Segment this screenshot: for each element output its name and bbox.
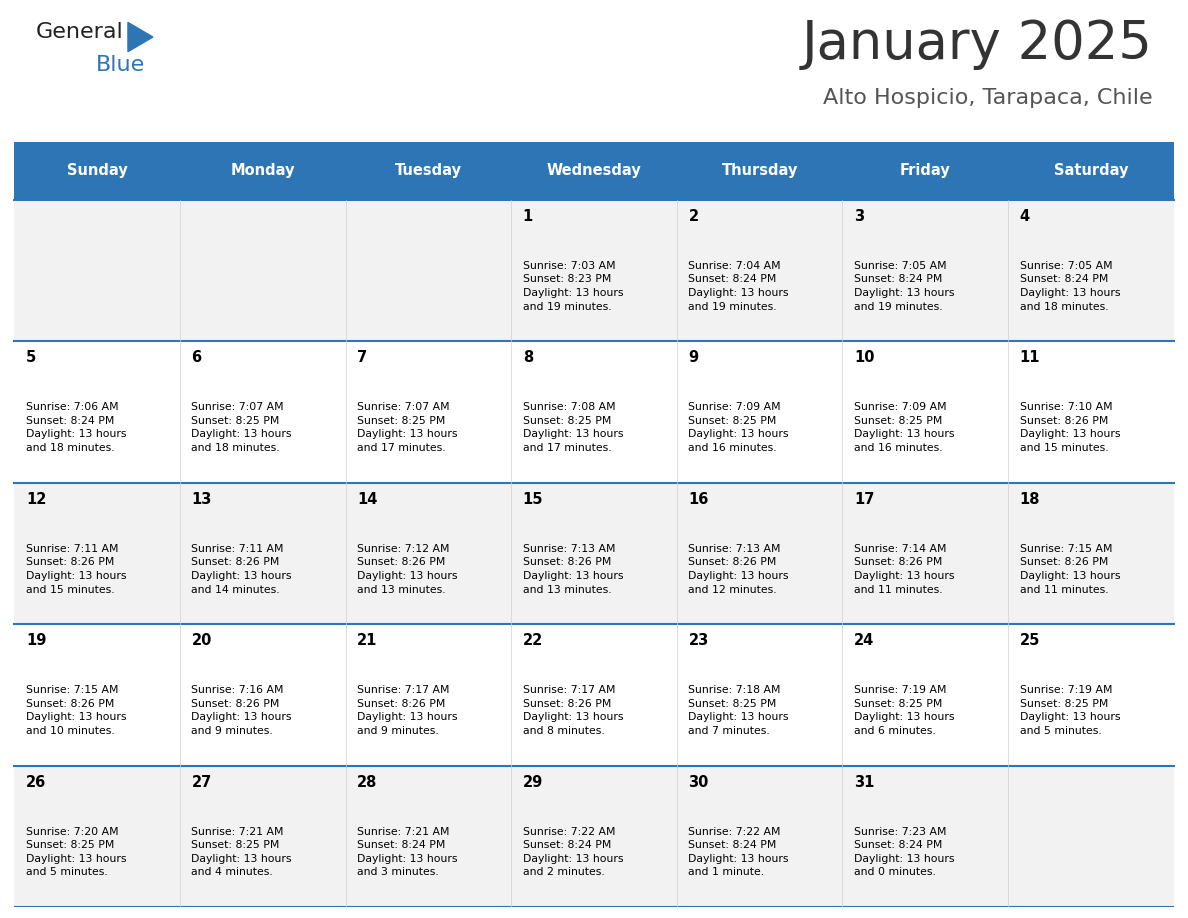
Text: 21: 21 (358, 633, 378, 648)
Polygon shape (128, 22, 153, 51)
Text: 20: 20 (191, 633, 211, 648)
Bar (14, 624, 1174, 766)
Bar (14, 483, 1174, 624)
Bar (346, 142, 511, 199)
Text: 4: 4 (1019, 208, 1030, 224)
Text: Sunrise: 7:19 AM
Sunset: 8:25 PM
Daylight: 13 hours
and 6 minutes.: Sunrise: 7:19 AM Sunset: 8:25 PM Dayligh… (854, 685, 954, 736)
Text: 18: 18 (1019, 492, 1041, 507)
Text: Sunrise: 7:05 AM
Sunset: 8:24 PM
Daylight: 13 hours
and 19 minutes.: Sunrise: 7:05 AM Sunset: 8:24 PM Dayligh… (854, 261, 954, 311)
Text: 7: 7 (358, 351, 367, 365)
Text: Sunrise: 7:15 AM
Sunset: 8:26 PM
Daylight: 13 hours
and 11 minutes.: Sunrise: 7:15 AM Sunset: 8:26 PM Dayligh… (1019, 543, 1120, 595)
Text: Sunrise: 7:16 AM
Sunset: 8:26 PM
Daylight: 13 hours
and 9 minutes.: Sunrise: 7:16 AM Sunset: 8:26 PM Dayligh… (191, 685, 292, 736)
Text: 10: 10 (854, 351, 874, 365)
Text: 24: 24 (854, 633, 874, 648)
Text: Sunrise: 7:08 AM
Sunset: 8:25 PM
Daylight: 13 hours
and 17 minutes.: Sunrise: 7:08 AM Sunset: 8:25 PM Dayligh… (523, 402, 624, 453)
Text: Thursday: Thursday (721, 163, 798, 178)
Text: 16: 16 (688, 492, 709, 507)
Text: Sunrise: 7:10 AM
Sunset: 8:26 PM
Daylight: 13 hours
and 15 minutes.: Sunrise: 7:10 AM Sunset: 8:26 PM Dayligh… (1019, 402, 1120, 453)
Text: Sunrise: 7:07 AM
Sunset: 8:25 PM
Daylight: 13 hours
and 18 minutes.: Sunrise: 7:07 AM Sunset: 8:25 PM Dayligh… (191, 402, 292, 453)
Text: 5: 5 (26, 351, 36, 365)
Text: 3: 3 (854, 208, 864, 224)
Text: Sunrise: 7:22 AM
Sunset: 8:24 PM
Daylight: 13 hours
and 2 minutes.: Sunrise: 7:22 AM Sunset: 8:24 PM Dayligh… (523, 827, 624, 878)
Text: 14: 14 (358, 492, 378, 507)
Text: Sunrise: 7:19 AM
Sunset: 8:25 PM
Daylight: 13 hours
and 5 minutes.: Sunrise: 7:19 AM Sunset: 8:25 PM Dayligh… (1019, 685, 1120, 736)
Text: Sunrise: 7:05 AM
Sunset: 8:24 PM
Daylight: 13 hours
and 18 minutes.: Sunrise: 7:05 AM Sunset: 8:24 PM Dayligh… (1019, 261, 1120, 311)
Text: Sunrise: 7:23 AM
Sunset: 8:24 PM
Daylight: 13 hours
and 0 minutes.: Sunrise: 7:23 AM Sunset: 8:24 PM Dayligh… (854, 827, 954, 878)
Text: Sunrise: 7:18 AM
Sunset: 8:25 PM
Daylight: 13 hours
and 7 minutes.: Sunrise: 7:18 AM Sunset: 8:25 PM Dayligh… (688, 685, 789, 736)
Text: 27: 27 (191, 775, 211, 789)
Text: Sunrise: 7:17 AM
Sunset: 8:26 PM
Daylight: 13 hours
and 9 minutes.: Sunrise: 7:17 AM Sunset: 8:26 PM Dayligh… (358, 685, 457, 736)
Text: Sunrise: 7:15 AM
Sunset: 8:26 PM
Daylight: 13 hours
and 10 minutes.: Sunrise: 7:15 AM Sunset: 8:26 PM Dayligh… (26, 685, 126, 736)
Bar (677, 142, 842, 199)
Text: 11: 11 (1019, 351, 1041, 365)
Text: 6: 6 (191, 351, 202, 365)
Text: General: General (36, 22, 124, 42)
Bar (14, 341, 1174, 483)
Bar (14, 766, 1174, 907)
Text: 15: 15 (523, 492, 543, 507)
Text: January 2025: January 2025 (802, 18, 1152, 71)
Text: 28: 28 (358, 775, 378, 789)
Text: Sunrise: 7:21 AM
Sunset: 8:24 PM
Daylight: 13 hours
and 3 minutes.: Sunrise: 7:21 AM Sunset: 8:24 PM Dayligh… (358, 827, 457, 878)
Bar (842, 142, 1009, 199)
Text: 17: 17 (854, 492, 874, 507)
Text: Sunrise: 7:13 AM
Sunset: 8:26 PM
Daylight: 13 hours
and 12 minutes.: Sunrise: 7:13 AM Sunset: 8:26 PM Dayligh… (688, 543, 789, 595)
Text: 29: 29 (523, 775, 543, 789)
Text: 26: 26 (26, 775, 46, 789)
Text: Sunrise: 7:11 AM
Sunset: 8:26 PM
Daylight: 13 hours
and 14 minutes.: Sunrise: 7:11 AM Sunset: 8:26 PM Dayligh… (191, 543, 292, 595)
Text: 30: 30 (688, 775, 709, 789)
Bar (14, 142, 179, 199)
Text: Sunrise: 7:09 AM
Sunset: 8:25 PM
Daylight: 13 hours
and 16 minutes.: Sunrise: 7:09 AM Sunset: 8:25 PM Dayligh… (854, 402, 954, 453)
Text: 23: 23 (688, 633, 709, 648)
Text: Sunday: Sunday (67, 163, 127, 178)
Text: Tuesday: Tuesday (394, 163, 462, 178)
Text: Sunrise: 7:22 AM
Sunset: 8:24 PM
Daylight: 13 hours
and 1 minute.: Sunrise: 7:22 AM Sunset: 8:24 PM Dayligh… (688, 827, 789, 878)
Text: 9: 9 (688, 351, 699, 365)
Bar (179, 142, 346, 199)
Bar (14, 199, 1174, 341)
Text: Sunrise: 7:07 AM
Sunset: 8:25 PM
Daylight: 13 hours
and 17 minutes.: Sunrise: 7:07 AM Sunset: 8:25 PM Dayligh… (358, 402, 457, 453)
Text: Monday: Monday (230, 163, 295, 178)
Text: Sunrise: 7:20 AM
Sunset: 8:25 PM
Daylight: 13 hours
and 5 minutes.: Sunrise: 7:20 AM Sunset: 8:25 PM Dayligh… (26, 827, 126, 878)
Text: Sunrise: 7:14 AM
Sunset: 8:26 PM
Daylight: 13 hours
and 11 minutes.: Sunrise: 7:14 AM Sunset: 8:26 PM Dayligh… (854, 543, 954, 595)
Text: Sunrise: 7:13 AM
Sunset: 8:26 PM
Daylight: 13 hours
and 13 minutes.: Sunrise: 7:13 AM Sunset: 8:26 PM Dayligh… (523, 543, 624, 595)
Text: Sunrise: 7:11 AM
Sunset: 8:26 PM
Daylight: 13 hours
and 15 minutes.: Sunrise: 7:11 AM Sunset: 8:26 PM Dayligh… (26, 543, 126, 595)
Bar (1009, 142, 1174, 199)
Text: 25: 25 (1019, 633, 1040, 648)
Bar (511, 142, 677, 199)
Text: 1: 1 (523, 208, 533, 224)
Text: Sunrise: 7:12 AM
Sunset: 8:26 PM
Daylight: 13 hours
and 13 minutes.: Sunrise: 7:12 AM Sunset: 8:26 PM Dayligh… (358, 543, 457, 595)
Text: 19: 19 (26, 633, 46, 648)
Text: Alto Hospicio, Tarapaca, Chile: Alto Hospicio, Tarapaca, Chile (823, 87, 1152, 107)
Text: 12: 12 (26, 492, 46, 507)
Text: 2: 2 (688, 208, 699, 224)
Text: Sunrise: 7:04 AM
Sunset: 8:24 PM
Daylight: 13 hours
and 19 minutes.: Sunrise: 7:04 AM Sunset: 8:24 PM Dayligh… (688, 261, 789, 311)
Text: Friday: Friday (899, 163, 950, 178)
Text: 8: 8 (523, 351, 533, 365)
Text: Sunrise: 7:21 AM
Sunset: 8:25 PM
Daylight: 13 hours
and 4 minutes.: Sunrise: 7:21 AM Sunset: 8:25 PM Dayligh… (191, 827, 292, 878)
Text: Sunrise: 7:03 AM
Sunset: 8:23 PM
Daylight: 13 hours
and 19 minutes.: Sunrise: 7:03 AM Sunset: 8:23 PM Dayligh… (523, 261, 624, 311)
Text: 13: 13 (191, 492, 211, 507)
Text: Sunrise: 7:09 AM
Sunset: 8:25 PM
Daylight: 13 hours
and 16 minutes.: Sunrise: 7:09 AM Sunset: 8:25 PM Dayligh… (688, 402, 789, 453)
Text: Sunrise: 7:06 AM
Sunset: 8:24 PM
Daylight: 13 hours
and 18 minutes.: Sunrise: 7:06 AM Sunset: 8:24 PM Dayligh… (26, 402, 126, 453)
Text: 22: 22 (523, 633, 543, 648)
Text: Sunrise: 7:17 AM
Sunset: 8:26 PM
Daylight: 13 hours
and 8 minutes.: Sunrise: 7:17 AM Sunset: 8:26 PM Dayligh… (523, 685, 624, 736)
Text: Saturday: Saturday (1054, 163, 1129, 178)
Text: Blue: Blue (95, 55, 145, 74)
Text: 31: 31 (854, 775, 874, 789)
Text: Wednesday: Wednesday (546, 163, 642, 178)
